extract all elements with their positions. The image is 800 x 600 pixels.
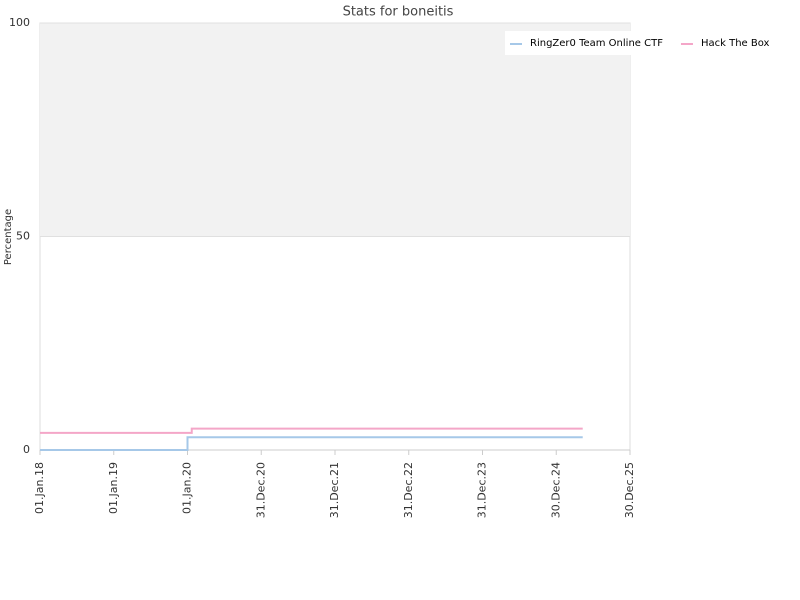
x-tick-label: 31.Dec.20 bbox=[254, 462, 267, 518]
y-tick-label: 100 bbox=[9, 16, 30, 29]
series-line bbox=[40, 427, 583, 434]
x-tick-label: 31.Dec.21 bbox=[328, 462, 341, 518]
x-tick-label: 31.Dec.23 bbox=[476, 462, 489, 518]
x-tick-label: 01.Jan.18 bbox=[33, 462, 46, 514]
x-tick-label: 30.Dec.25 bbox=[623, 462, 636, 518]
legend-label: RingZer0 Team Online CTF bbox=[530, 38, 663, 49]
chart-title: Stats for boneitis bbox=[343, 5, 454, 20]
x-tick-label: 31.Dec.22 bbox=[402, 462, 415, 518]
y-axis-label: Percentage bbox=[3, 209, 14, 265]
series-line bbox=[40, 436, 583, 451]
legend-box bbox=[505, 31, 790, 55]
x-tick-label: 30.Dec.24 bbox=[549, 462, 562, 518]
plot-band bbox=[40, 23, 630, 237]
legend-label: Hack The Box bbox=[701, 38, 770, 49]
y-tick-label: 0 bbox=[23, 443, 30, 456]
legend: RingZer0 Team Online CTF Hack The Box bbox=[505, 31, 790, 55]
x-tick-label: 01.Jan.20 bbox=[181, 462, 194, 514]
y-tick-label: 50 bbox=[16, 230, 30, 243]
x-tick-label: 01.Jan.19 bbox=[107, 462, 120, 514]
